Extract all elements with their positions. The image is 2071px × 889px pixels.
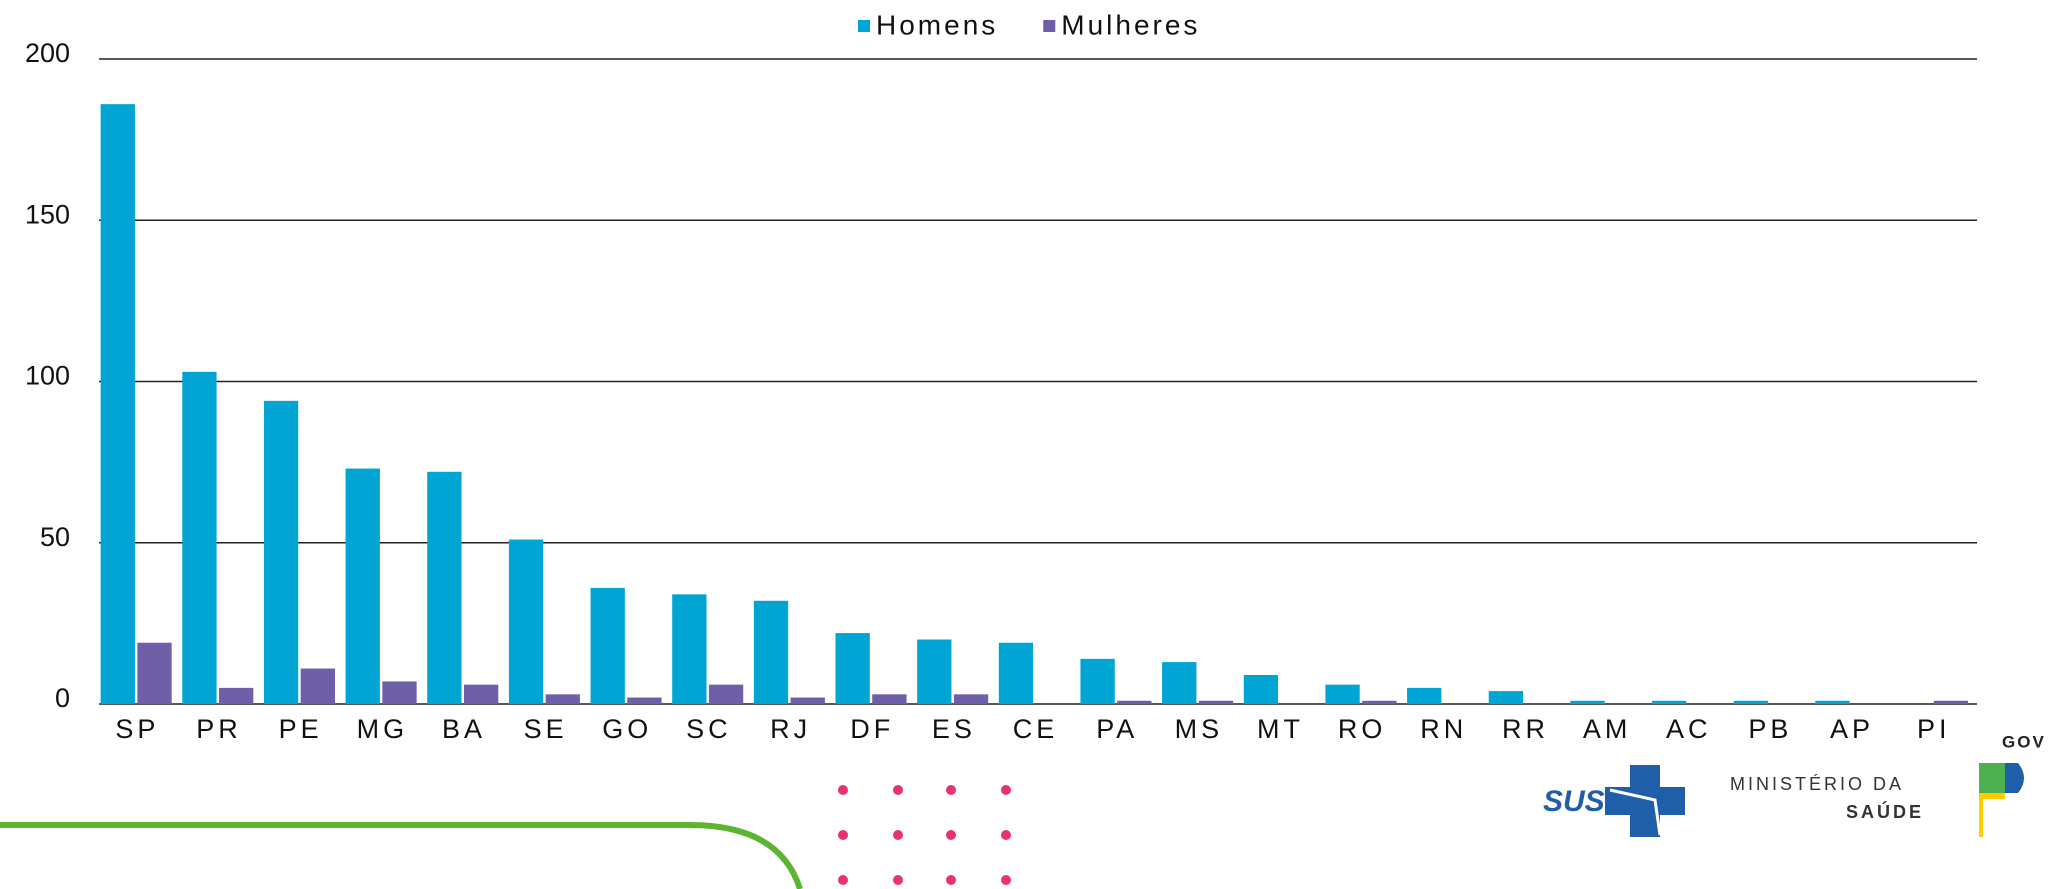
bar [219,688,253,704]
bar [999,643,1033,704]
bar [546,694,580,704]
x-tick-label: AM [1583,714,1632,744]
bar [301,669,335,704]
bar [1199,701,1233,704]
x-tick-label: RN [1420,714,1467,744]
bar [1162,662,1196,704]
bar [627,698,661,704]
gov-logo [1979,763,2024,837]
y-tick-label: 200 [25,38,70,68]
legend-label: Homens [876,9,998,40]
bar [1325,685,1359,704]
bar [1570,701,1604,704]
x-tick-label: PI [1917,714,1951,744]
ministry-bold-text: SAÚDE [1846,801,1924,822]
bar [182,372,216,704]
sus-text: SUS [1543,785,1605,818]
x-tick-label: PB [1748,714,1792,744]
x-tick-label: MS [1175,714,1224,744]
x-tick-label: MG [357,714,409,744]
bar [1244,675,1278,704]
x-tick-label: MT [1257,714,1304,744]
x-tick-label: PA [1096,714,1138,744]
legend-swatch [858,20,870,32]
decor-dots [838,785,1011,885]
x-tick-label: GO [602,714,652,744]
bar [101,104,135,704]
bar [754,601,788,704]
x-tick-label: RO [1338,714,1387,744]
x-tick-label: RR [1502,714,1549,744]
decor-curve [0,825,800,889]
ministry-text: MINISTÉRIO DA [1730,774,1904,794]
bar [1815,701,1849,704]
bar [1734,701,1768,704]
bar [1489,691,1523,704]
bar [1117,701,1151,704]
bar [1080,659,1114,704]
sus-cross [1605,765,1685,837]
legend-swatch [1043,20,1055,32]
x-tick-label: SC [686,714,732,744]
bar [672,594,706,704]
bar [464,685,498,704]
bar [1652,701,1686,704]
bar [1407,688,1441,704]
x-tick-label: BA [442,714,486,744]
x-tick-label: ES [932,714,976,744]
bar [509,540,543,704]
bar [591,588,625,704]
bar [382,681,416,704]
page: SUS MINISTÉRIO DA SAÚDE GOV 0 50 100 150 200… [0,0,2071,889]
bar [264,401,298,704]
bar [137,643,171,704]
x-tick-label: PE [279,714,323,744]
gov-text: GOV [2002,732,2046,751]
bar [1362,701,1396,704]
x-tick-label: AP [1830,714,1874,744]
x-tick-label: SE [524,714,568,744]
bar [1934,701,1968,704]
x-tick-label: PR [196,714,242,744]
y-tick-label: 50 [40,522,70,552]
y-tick-label: 150 [25,199,70,229]
x-tick-label: AC [1666,714,1712,744]
bar [954,694,988,704]
bar [709,685,743,704]
bar [872,694,906,704]
bar [346,469,380,704]
y-tick-label: 100 [25,361,70,391]
x-tick-label: RJ [770,714,811,744]
bar [917,640,951,705]
bar [427,472,461,704]
bar [836,633,870,704]
bar [791,698,825,704]
x-tick-label: DF [850,714,894,744]
y-tick-label: 0 [55,683,70,713]
legend-label: Mulheres [1061,9,1200,40]
x-tick-label: CE [1013,714,1059,744]
x-tick-label: SP [115,714,159,744]
